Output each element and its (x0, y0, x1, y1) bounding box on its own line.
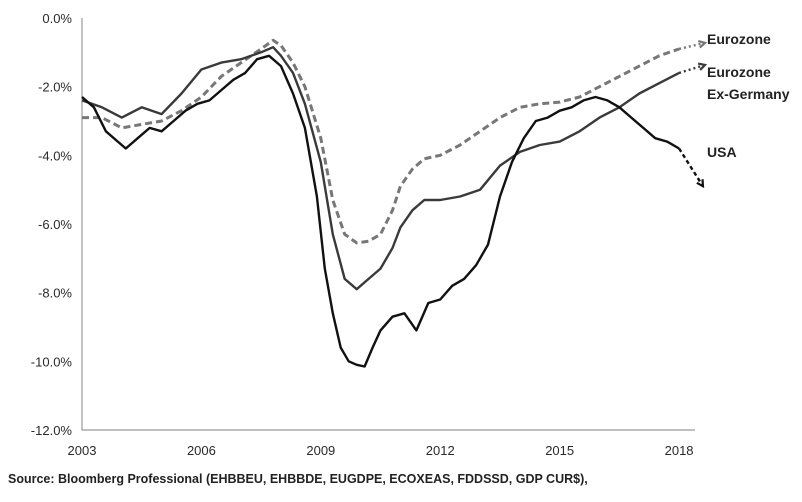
y-tick-label: 0.0% (42, 11, 72, 26)
series-arrowhead-2 (696, 179, 705, 189)
axis-lines (81, 18, 695, 431)
y-tick-label: -10.0% (31, 354, 73, 369)
series-arrowhead-1 (697, 62, 708, 71)
series-label-0: Eurozone (707, 31, 771, 47)
x-tick-label: 2003 (68, 443, 97, 458)
x-tick-label: 2018 (665, 443, 694, 458)
series-label-1: Eurozone (707, 64, 771, 80)
series-line-2 (81, 54, 680, 368)
y-axis-ticks: 0.0% -2.0% -4.0% -6.0% -8.0% -10.0% -12.0% (31, 11, 73, 438)
x-tick-label: 2012 (426, 443, 455, 458)
series-labels: Eurozone Eurozone Ex-Germany USA (707, 31, 790, 160)
y-tick-label: -4.0% (38, 148, 72, 163)
series-line-1 (81, 46, 680, 291)
x-tick-label: 2009 (306, 443, 335, 458)
series-line-0 (82, 38, 680, 245)
plot-frame (81, 18, 695, 431)
x-tick-label: 2015 (545, 443, 574, 458)
series-arrowhead-0 (697, 39, 708, 49)
series-extension-2 (678, 147, 704, 187)
series-lines (81, 38, 708, 368)
x-axis-ticks: 2003 2006 2009 2012 2015 2018 (68, 443, 694, 458)
y-tick-label: -6.0% (38, 217, 72, 232)
y-tick-label: -2.0% (38, 80, 72, 95)
series-label-1: Ex-Germany (707, 86, 790, 102)
y-tick-label: -12.0% (31, 423, 73, 438)
y-tick-label: -8.0% (38, 286, 72, 301)
series-label-2: USA (707, 144, 737, 160)
source-note: Source: Bloomberg Professional (EHBBEU, … (8, 472, 588, 486)
x-tick-label: 2006 (187, 443, 216, 458)
